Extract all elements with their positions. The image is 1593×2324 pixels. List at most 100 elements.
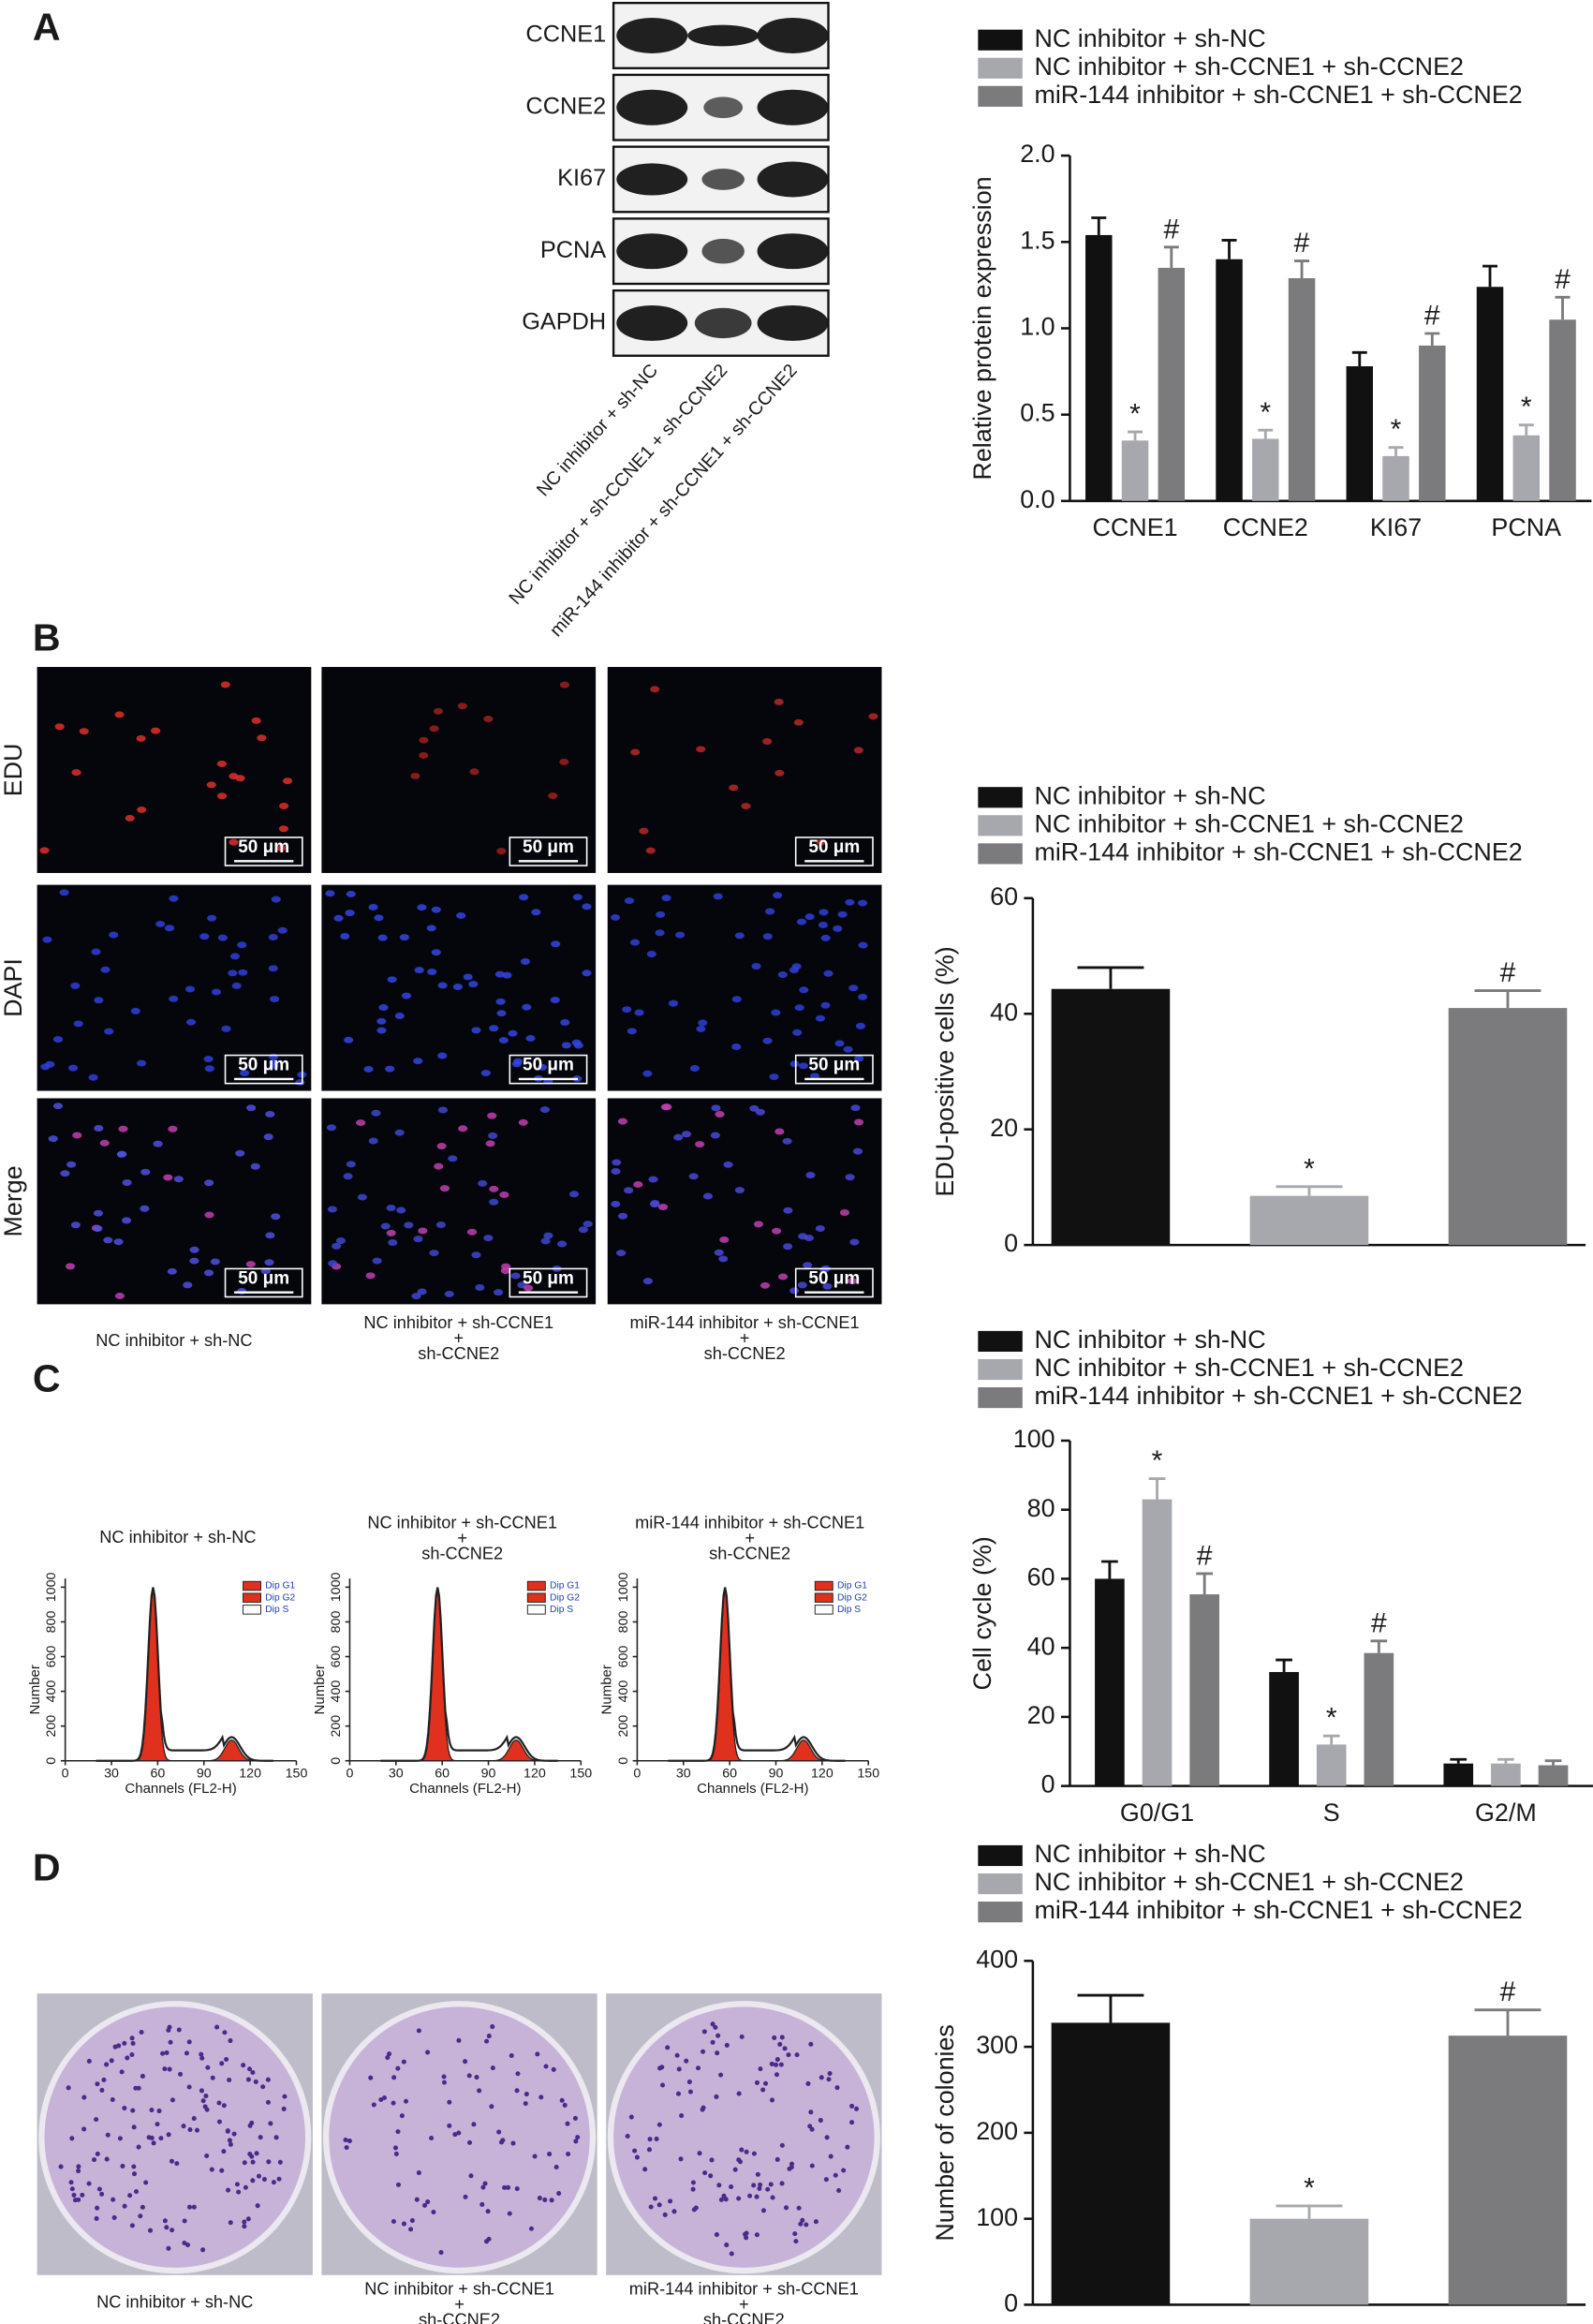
colony <box>219 2168 225 2173</box>
colony <box>714 2094 719 2099</box>
colony <box>204 2107 210 2112</box>
nucleus <box>853 1118 864 1126</box>
colony <box>777 2041 783 2047</box>
bar <box>1316 1744 1347 1786</box>
nucleus <box>796 918 807 925</box>
colony <box>784 2205 789 2211</box>
colony <box>122 2040 127 2046</box>
colony <box>523 2101 528 2107</box>
y-tick-label: 1.0 <box>1020 313 1055 341</box>
colony <box>778 2062 784 2067</box>
nucleus <box>525 1034 536 1042</box>
plate <box>322 2001 597 2274</box>
nucleus <box>221 1025 231 1032</box>
group-caption: sh-CCNE2 <box>421 1545 503 1563</box>
colony <box>754 2080 760 2085</box>
colony <box>422 2202 428 2208</box>
blot-band <box>687 24 760 47</box>
significance-mark: # <box>1294 228 1310 259</box>
nucleus <box>456 911 466 919</box>
legend-label: NC inhibitor + sh-NC <box>1034 24 1265 52</box>
nucleus <box>268 934 278 941</box>
nucleus <box>548 792 558 800</box>
significance-mark: * <box>1260 397 1271 428</box>
x-tick-label: 60 <box>150 1767 165 1782</box>
nucleus <box>374 914 384 922</box>
nucleus <box>72 1132 82 1139</box>
nucleus <box>189 1257 199 1265</box>
colony <box>553 2164 559 2170</box>
colony <box>105 2132 111 2138</box>
colony <box>793 2239 799 2244</box>
g2-peak <box>491 1739 543 1762</box>
scale-bar-label: 50 μm <box>523 837 574 857</box>
nucleus <box>414 967 424 974</box>
colony <box>474 2075 479 2080</box>
group-caption: + <box>457 1529 467 1547</box>
colony <box>119 2069 125 2075</box>
legend-swatch <box>978 843 1023 865</box>
nucleus <box>582 970 592 977</box>
nucleus <box>868 713 878 720</box>
colony <box>111 2197 116 2202</box>
colony <box>779 2035 785 2040</box>
nucleus <box>114 1292 125 1299</box>
y-tick-label: 20 <box>990 1114 1018 1142</box>
colony <box>129 2223 135 2228</box>
nucleus <box>426 925 436 932</box>
nucleus <box>250 1162 260 1170</box>
colony <box>343 2137 348 2143</box>
colony <box>774 2156 780 2162</box>
nucleus <box>93 1225 103 1233</box>
channel-label: EDU <box>0 744 27 797</box>
y-tick-label: 400 <box>329 1680 344 1703</box>
nucleus <box>771 1009 781 1016</box>
legend-swatch <box>978 1330 1023 1353</box>
colony <box>187 2126 193 2133</box>
colony <box>798 2221 804 2227</box>
nucleus <box>519 894 529 901</box>
nucleus <box>335 1237 346 1245</box>
bar <box>1346 366 1374 501</box>
colony <box>758 2182 763 2187</box>
nucleus <box>765 908 775 915</box>
nucleus <box>417 1288 427 1295</box>
colony <box>146 2135 152 2140</box>
colony <box>168 2039 173 2045</box>
colony <box>833 2172 838 2178</box>
nucleus <box>483 1235 494 1242</box>
colony <box>176 2027 182 2033</box>
nucleus <box>698 1019 708 1027</box>
colony <box>226 2187 231 2193</box>
nucleus <box>413 1236 423 1243</box>
colony <box>391 2075 397 2080</box>
y-tick-label: 1000 <box>616 1572 631 1602</box>
legend-label: miR-144 inhibitor + sh-CCNE1 + sh-CCNE2 <box>1034 837 1522 866</box>
colony <box>167 2066 172 2072</box>
colony <box>845 2144 850 2150</box>
colony <box>716 2183 722 2188</box>
colony <box>234 2182 240 2187</box>
colony <box>395 2065 401 2071</box>
colony <box>156 2108 162 2114</box>
colony <box>438 2250 444 2256</box>
colony <box>486 2236 492 2242</box>
x-tick-label: 0 <box>633 1767 641 1782</box>
legend-swatch <box>978 85 1023 107</box>
bar <box>1419 345 1446 501</box>
nucleus <box>94 1125 104 1132</box>
colony <box>490 2024 495 2030</box>
bar <box>1448 2035 1568 2305</box>
nucleus <box>755 1108 765 1116</box>
significance-mark: * <box>1391 414 1402 445</box>
colony <box>209 2167 214 2172</box>
nucleus <box>797 1281 807 1289</box>
colony <box>729 2251 734 2257</box>
significance-mark: # <box>1500 1976 1516 2007</box>
nucleus <box>650 686 660 693</box>
nucleus <box>437 1052 448 1059</box>
colony <box>701 2105 706 2110</box>
nucleus <box>169 895 179 902</box>
group-caption: NC inhibitor + sh-CCNE1 <box>363 1313 553 1332</box>
scale-bar-box <box>509 1267 588 1298</box>
